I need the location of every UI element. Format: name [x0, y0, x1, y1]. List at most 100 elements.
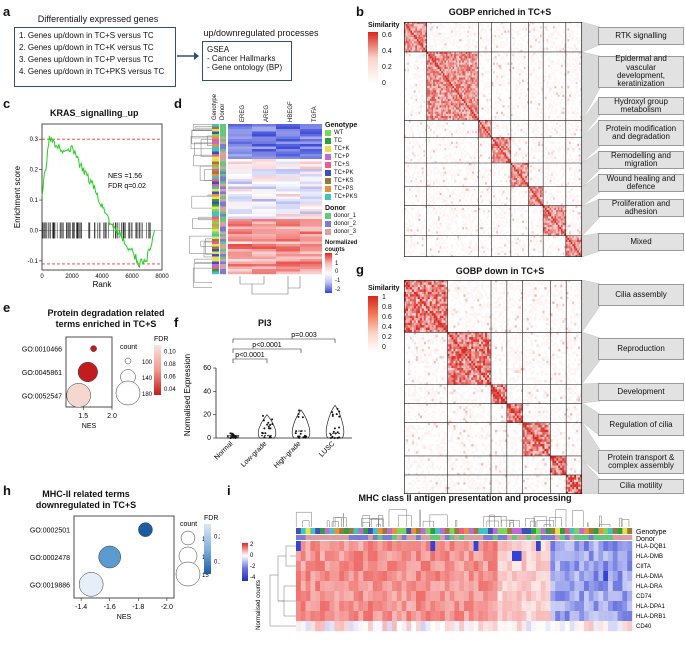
heatmap-cell — [455, 88, 458, 91]
heatmap-cell — [470, 137, 473, 140]
heatmap-cell — [575, 60, 578, 63]
heatmap-cell — [415, 124, 418, 127]
heatmap-cell — [455, 103, 458, 106]
heatmap-cell — [434, 75, 437, 78]
heatmap-cell — [426, 212, 429, 215]
heatmap-cell — [449, 56, 452, 59]
heatmap-cell — [444, 98, 447, 102]
heatmap-cell — [413, 180, 416, 183]
heatmap-cell — [552, 212, 555, 215]
heatmap-cell — [465, 90, 468, 93]
heatmap-cell — [494, 107, 497, 110]
heatmap-cell — [543, 220, 545, 224]
heatmap-cell — [475, 66, 478, 70]
heatmap-cell — [509, 152, 511, 155]
heatmap-cell — [569, 167, 571, 170]
heatmap-cell — [525, 167, 528, 170]
heatmap-cell — [546, 195, 549, 198]
heatmap-cell — [572, 51, 575, 55]
heatmap-cell — [446, 128, 448, 132]
heatmap-cell — [428, 69, 431, 72]
heatmap-cell — [473, 92, 476, 95]
heatmap-cell — [580, 101, 582, 104]
heatmap-cell — [433, 83, 435, 87]
heatmap-cell — [437, 103, 440, 106]
heatmap-cell — [460, 71, 463, 74]
heatmap-cell — [452, 39, 455, 42]
heatmap-cell — [483, 177, 486, 181]
heatmap-cell — [416, 39, 419, 42]
heatmap-cell — [455, 143, 458, 147]
heatmap-cell — [418, 41, 421, 44]
heatmap-cell — [439, 96, 442, 100]
heatmap-cell — [541, 199, 544, 202]
heatmap-cell — [405, 77, 408, 80]
heatmap-cell — [510, 201, 513, 204]
heatmap-cell — [564, 137, 567, 140]
heatmap-cell — [418, 32, 421, 36]
heatmap-cell — [442, 71, 445, 74]
heatmap-cell — [439, 81, 442, 85]
heatmap-cell — [437, 122, 440, 125]
heatmap-cell — [416, 199, 419, 202]
heatmap-cell — [473, 81, 476, 85]
heatmap-cell — [423, 203, 426, 206]
heatmap-cell — [459, 58, 461, 61]
heatmap-cell — [560, 205, 563, 209]
heatmap-cell — [444, 128, 447, 132]
heatmap-cell — [562, 107, 565, 110]
heatmap-cell — [454, 77, 456, 80]
heatmap-cell — [504, 150, 507, 153]
heatmap-cell — [525, 210, 528, 213]
heatmap-cell — [434, 79, 437, 83]
heatmap-cell — [560, 175, 563, 179]
heatmap-cell — [559, 148, 562, 151]
heatmap-cell — [483, 192, 486, 196]
heatmap-cell — [473, 107, 476, 110]
heatmap-cell — [562, 120, 565, 123]
heatmap-cell — [528, 90, 531, 93]
heatmap-cell — [548, 220, 550, 224]
heatmap-cell — [465, 105, 468, 108]
heatmap-cell — [470, 34, 473, 38]
heatmap-cell — [497, 160, 500, 164]
heatmap-cell — [449, 143, 452, 147]
heatmap-cell — [564, 220, 567, 224]
heatmap-cell — [418, 133, 421, 136]
heatmap-cell — [538, 169, 541, 172]
heatmap-cell — [415, 98, 418, 102]
heatmap-cell — [454, 51, 456, 55]
heatmap-cell — [412, 175, 414, 179]
heatmap-cell — [436, 167, 439, 170]
heatmap-cell — [431, 86, 434, 89]
heatmap-cell — [442, 124, 445, 127]
heatmap-cell — [531, 130, 534, 134]
heatmap-cell — [437, 180, 440, 183]
heatmap-cell — [415, 212, 418, 215]
heatmap-cell — [428, 75, 431, 78]
heatmap-cell — [447, 83, 450, 87]
heatmap-cell — [428, 113, 431, 117]
heatmap-cell — [496, 71, 499, 74]
heatmap-cell — [523, 24, 526, 27]
heatmap-cell — [496, 34, 499, 38]
heatmap-cell — [501, 156, 503, 159]
heatmap-cell — [446, 113, 448, 117]
heatmap-cell — [439, 116, 442, 119]
heatmap-cell — [468, 69, 471, 72]
heatmap-cell — [577, 90, 579, 93]
heatmap-cell — [551, 141, 554, 144]
heatmap-cell — [450, 120, 453, 123]
heatmap-cell — [499, 135, 502, 138]
heatmap-cell — [535, 75, 537, 78]
heatmap-cell — [502, 30, 505, 33]
heatmap-cell — [405, 28, 408, 31]
heatmap-cell — [470, 101, 473, 104]
heatmap-cell — [512, 92, 515, 95]
heatmap-cell — [493, 58, 495, 61]
heatmap-cell — [404, 43, 406, 46]
heatmap-cell — [475, 180, 478, 183]
heatmap-cell — [562, 36, 565, 40]
heatmap-cell — [471, 171, 474, 174]
heatmap-cell — [544, 218, 547, 221]
